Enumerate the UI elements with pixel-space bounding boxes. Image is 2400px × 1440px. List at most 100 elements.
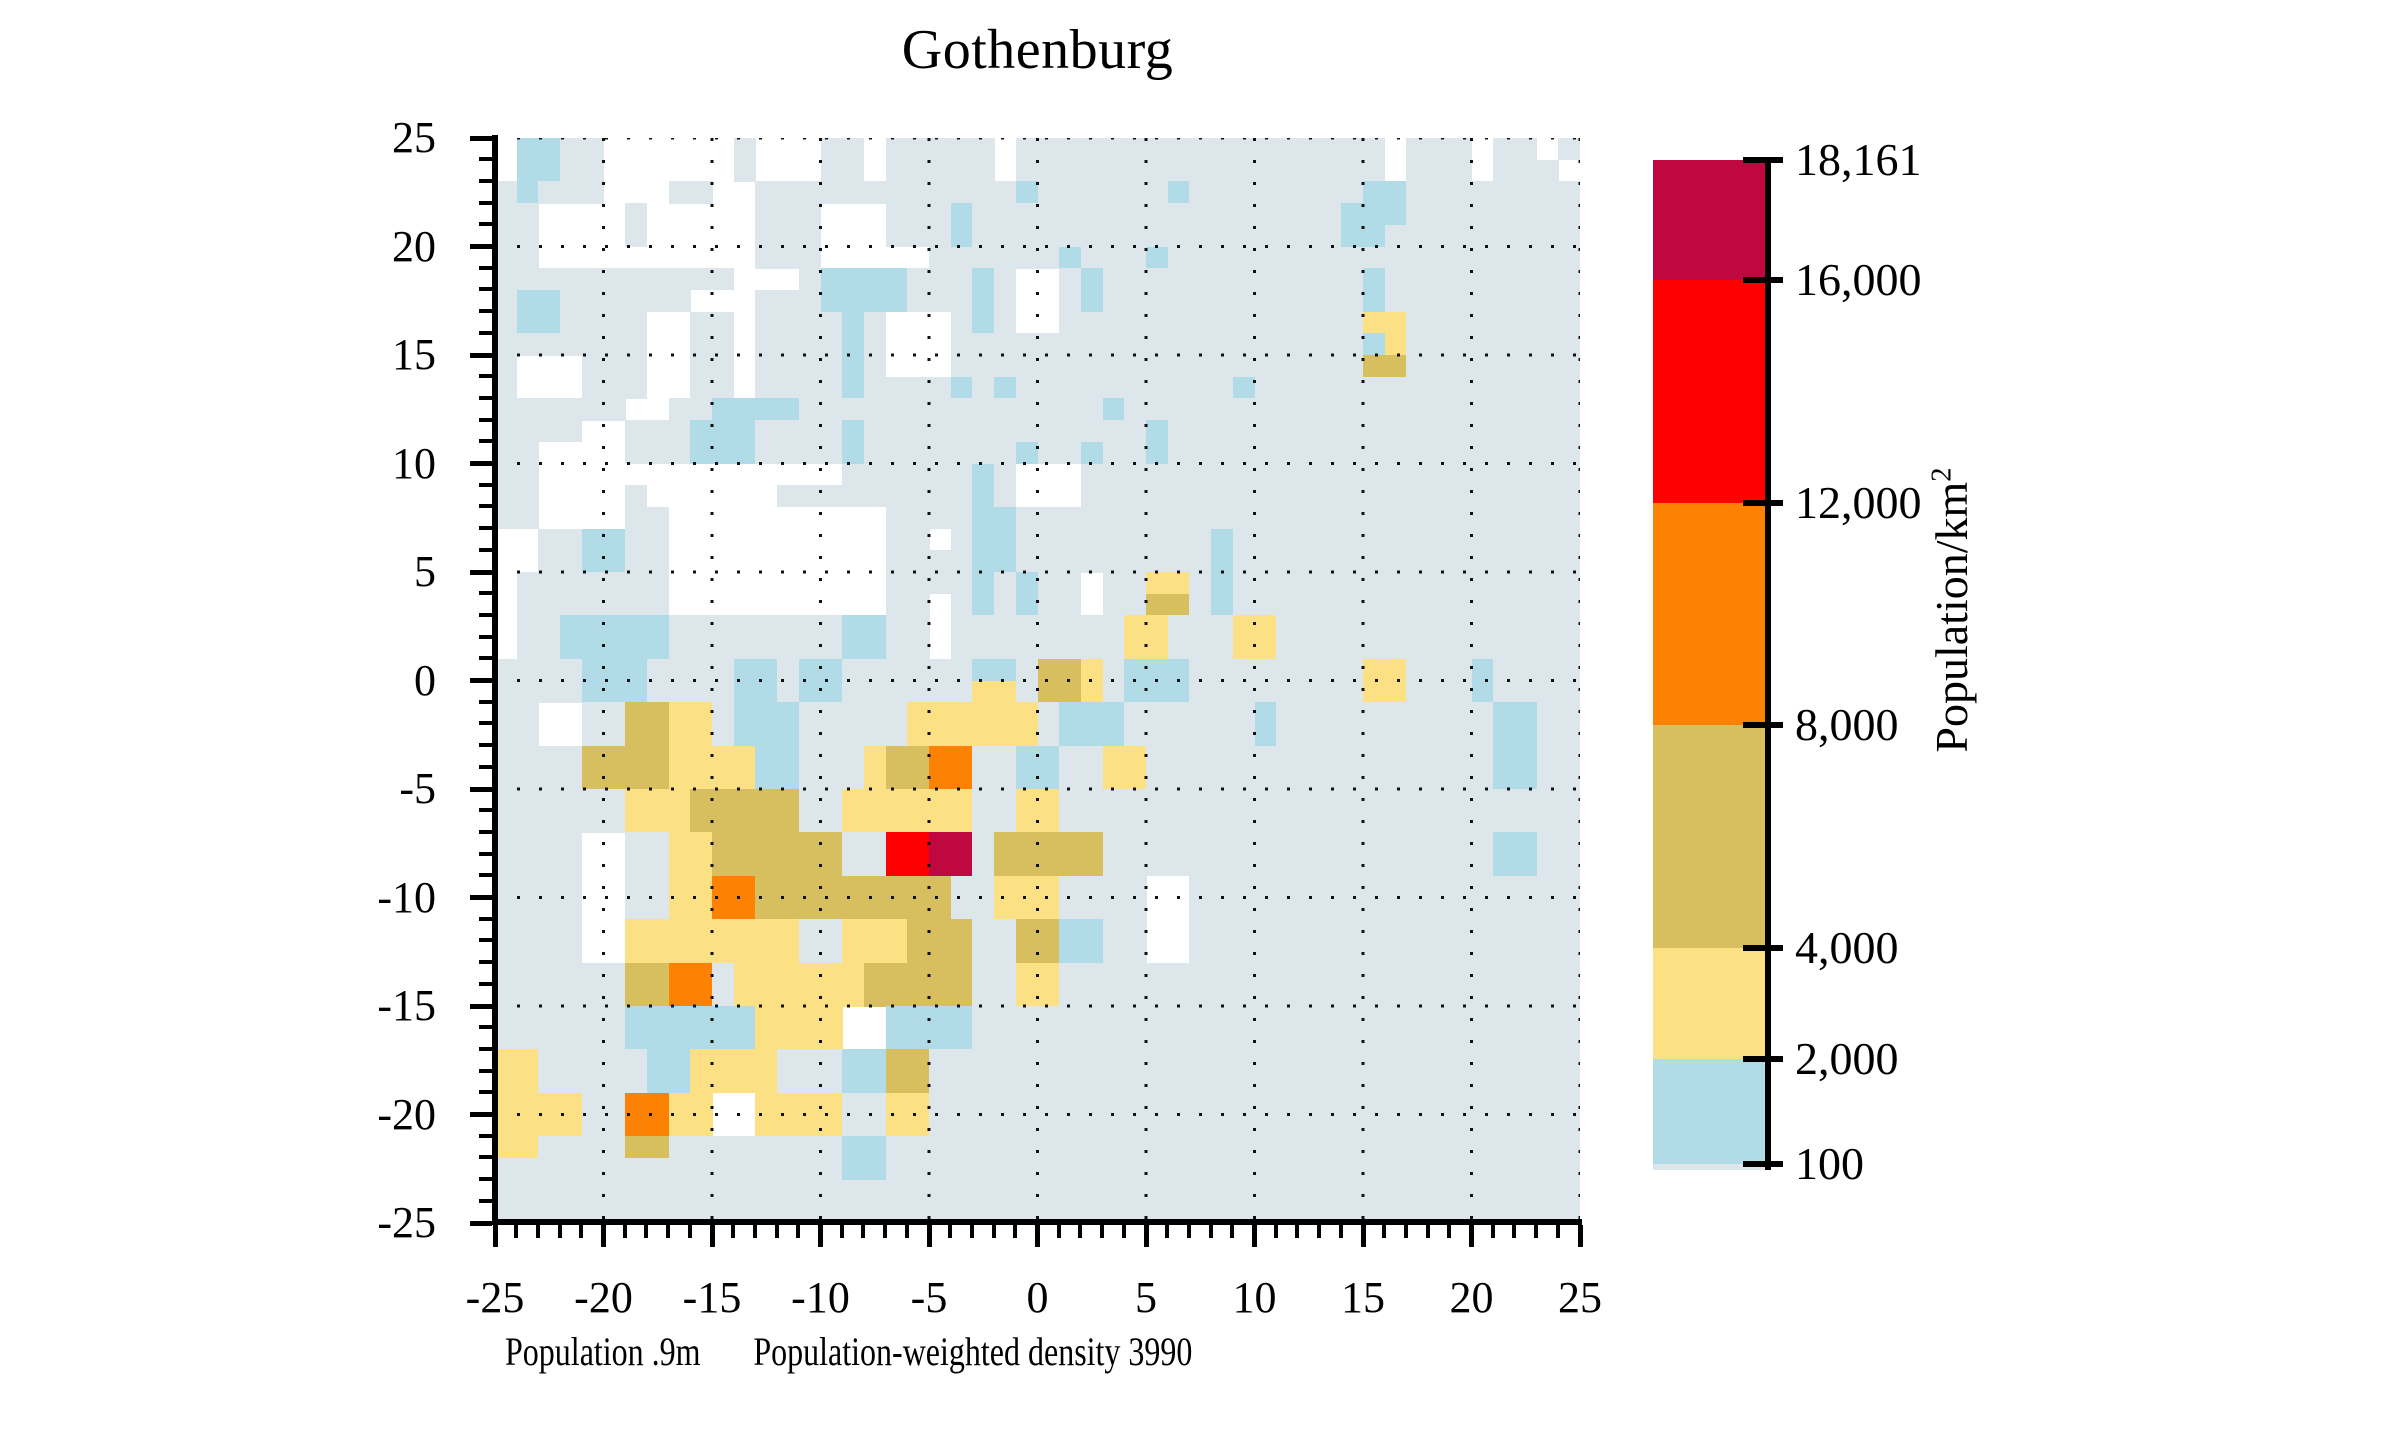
heatmap-cell — [1059, 810, 1082, 833]
heatmap-cell — [885, 702, 908, 725]
heatmap-cell — [1363, 268, 1386, 291]
heatmap-cell — [1493, 723, 1516, 747]
heatmap-cell — [1493, 181, 1516, 204]
x-tick — [1230, 1225, 1235, 1238]
heatmap-cell — [950, 767, 973, 790]
heatmap-cell — [1319, 224, 1342, 248]
heatmap-cell — [1493, 702, 1516, 725]
y-tick-label: -5 — [399, 764, 436, 813]
colorbar-tick — [1743, 944, 1783, 951]
heatmap-cell — [1341, 398, 1364, 421]
y-tick-label: -20 — [377, 1089, 436, 1139]
x-tick — [1555, 1225, 1560, 1238]
heatmap-cell — [1015, 138, 1039, 161]
heatmap-cell — [538, 289, 561, 313]
heatmap-cell — [950, 723, 973, 747]
heatmap-cell — [668, 680, 691, 703]
heatmap-cell — [1514, 420, 1538, 443]
heatmap-cell — [1015, 680, 1039, 703]
heatmap-cell — [495, 658, 518, 682]
heatmap-cell — [1536, 441, 1559, 465]
heatmap-cell — [1167, 810, 1190, 833]
heatmap-cell — [495, 441, 518, 465]
heatmap-cell — [1319, 376, 1342, 399]
heatmap-cell — [1080, 485, 1104, 508]
heatmap-cell — [1254, 289, 1277, 313]
heatmap-cell — [1146, 441, 1169, 465]
heatmap-cell — [1080, 441, 1104, 465]
plot-frame — [492, 135, 1582, 1225]
heatmap-cell — [560, 181, 583, 204]
heatmap-cell — [972, 289, 995, 313]
heatmap-cell — [994, 181, 1017, 204]
heatmap-cell — [1254, 224, 1277, 248]
heatmap-cell — [1406, 593, 1429, 616]
heatmap-cell — [712, 658, 735, 682]
heatmap-cell — [581, 680, 605, 703]
heatmap-cell — [1102, 658, 1125, 682]
heatmap-cell — [929, 723, 952, 747]
heatmap-cell — [1080, 268, 1104, 291]
heatmap-cell — [1015, 615, 1039, 638]
heatmap-cell — [950, 485, 973, 508]
heatmap-cell — [1015, 810, 1039, 833]
heatmap-cell — [907, 159, 930, 182]
heatmap-cell — [1341, 680, 1364, 703]
heatmap-cell — [1167, 138, 1190, 161]
heatmap-cell — [1037, 203, 1060, 226]
heatmap-cell — [646, 810, 670, 833]
heatmap-cell — [907, 528, 930, 551]
heatmap-cell — [1232, 311, 1256, 334]
heatmap-cell — [1080, 398, 1104, 421]
heatmap-cell — [1449, 376, 1473, 399]
heatmap-cell — [820, 159, 843, 182]
heatmap-cell — [516, 246, 539, 269]
heatmap-cell — [1015, 723, 1039, 747]
heatmap-cell — [1211, 268, 1234, 291]
heatmap-cell — [1536, 593, 1559, 616]
heatmap-cell — [668, 702, 691, 725]
heatmap-cell — [603, 550, 626, 573]
heatmap-cell — [690, 723, 713, 747]
heatmap-cell — [646, 702, 670, 725]
heatmap-cell — [755, 376, 778, 399]
heatmap-cell — [798, 485, 822, 508]
heatmap-cell — [560, 138, 583, 161]
heatmap-plot[interactable] — [495, 138, 1580, 1223]
heatmap-cell — [777, 289, 800, 313]
heatmap-cell — [1276, 702, 1299, 725]
heatmap-cell — [1189, 615, 1212, 638]
heatmap-cell — [1297, 615, 1321, 638]
heatmap-cell — [755, 745, 778, 768]
heatmap-cell — [646, 615, 670, 638]
x-tick — [926, 1225, 932, 1247]
heatmap-cell — [690, 376, 713, 399]
heatmap-cell — [1189, 550, 1212, 573]
heatmap-cell — [929, 767, 952, 790]
heatmap-cell — [1471, 246, 1494, 269]
heatmap-cell — [950, 810, 973, 833]
heatmap-cell — [1254, 680, 1277, 703]
heatmap-cell — [690, 767, 713, 790]
heatmap-cell — [1406, 485, 1429, 508]
heatmap-cell — [820, 441, 843, 465]
heatmap-cell — [1211, 723, 1234, 747]
heatmap-cell — [950, 268, 973, 291]
heatmap-cell — [929, 658, 952, 682]
heatmap-cell — [603, 376, 626, 399]
heatmap-cell — [1536, 159, 1559, 182]
heatmap-cell — [1232, 333, 1256, 356]
heatmap-cell — [972, 268, 995, 291]
colorbar[interactable] — [1653, 160, 1765, 1170]
heatmap-cell — [625, 268, 648, 291]
colorbar-tick — [1743, 722, 1783, 729]
heatmap-cell — [1167, 702, 1190, 725]
colorbar-tick — [1743, 277, 1783, 284]
heatmap-cell — [755, 420, 778, 443]
heatmap-cell — [690, 658, 713, 682]
heatmap-cell — [1254, 376, 1277, 399]
heatmap-cell — [1167, 615, 1190, 638]
heatmap-cell — [1232, 528, 1256, 551]
heatmap-cell — [842, 615, 865, 638]
heatmap-cell — [1384, 550, 1407, 573]
